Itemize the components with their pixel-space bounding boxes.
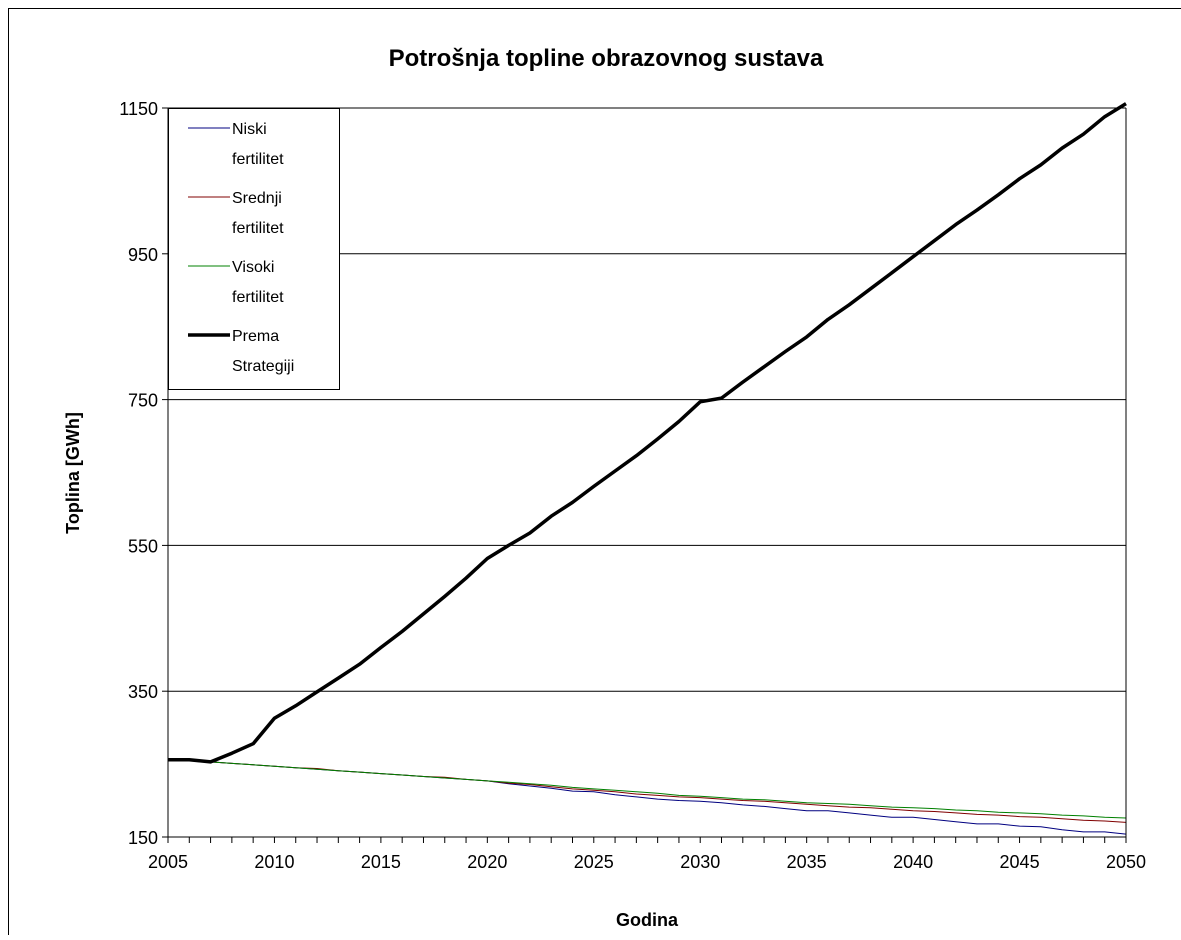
y-tick-label-750: 750 <box>128 391 158 411</box>
y-tick-label-350: 350 <box>128 682 158 702</box>
x-tick-label-2005: 2005 <box>148 852 188 872</box>
x-tick-label-2020: 2020 <box>467 852 507 872</box>
y-axis-title: Toplina [GWh] <box>63 412 83 534</box>
x-tick-label-2040: 2040 <box>893 852 933 872</box>
y-tick-label-1150: 1150 <box>119 99 158 119</box>
x-tick-label-2030: 2030 <box>680 852 720 872</box>
x-tick-label-2045: 2045 <box>1000 852 1040 872</box>
y-tick-label-150: 150 <box>128 828 158 848</box>
x-tick-label-2015: 2015 <box>361 852 401 872</box>
x-tick-label-2025: 2025 <box>574 852 614 872</box>
y-tick-label-550: 550 <box>128 536 158 556</box>
chart-title: Potrošnja topline obrazovnog sustava <box>389 45 824 72</box>
x-tick-label-2035: 2035 <box>787 852 827 872</box>
x-tick-label-2010: 2010 <box>254 852 294 872</box>
y-tick-label-950: 950 <box>128 245 158 265</box>
x-axis-title: Godina <box>616 910 679 930</box>
x-tick-label-2050: 2050 <box>1106 852 1146 872</box>
